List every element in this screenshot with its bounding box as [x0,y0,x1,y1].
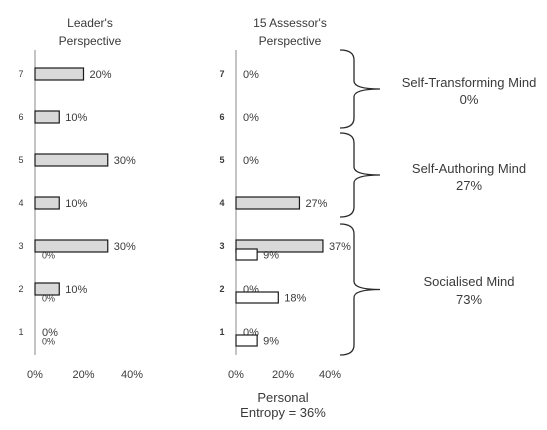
band-name-1: Self-Transforming Mind [402,75,537,90]
leader-data-label-level-3-s1: 30% [114,241,136,253]
assessor-x-tick-label: 20% [272,369,294,381]
leader-level-label-1: 1 [18,327,23,337]
band-percent-2: 27% [456,178,482,193]
assessor-data-label-level-4-s1: 27% [305,198,327,210]
assessor-data-label-level-5-s1: 0% [243,155,259,167]
leader-data-label-level-3-s2: 0% [42,251,55,261]
assessor-level-label-4: 4 [219,198,224,208]
footer-line-2: Entropy = 36% [240,405,326,420]
assessor-level-label-3: 3 [219,241,224,251]
assessor-x-tick-label: 40% [319,369,341,381]
leader-data-label-level-5-s1: 30% [114,155,136,167]
assessor-data-label-level-3-s1: 37% [329,241,351,253]
leader-bar-level-5-s1 [34,153,109,167]
band-name-2: Self-Authoring Mind [412,161,526,176]
assessor-title-line-2: Perspective [259,34,322,48]
leader-x-tick-label: 20% [72,369,94,381]
leader-title-line-2: Perspective [59,34,122,48]
assessor-data-label-level-3-s2: 9% [263,250,279,262]
assessor-bar-level-1-s2 [235,334,258,347]
assessor-title-line-1: 15 Assessor's [253,16,327,30]
leader-data-label-level-6-s1: 10% [65,112,87,124]
leader-bar-level-3-s1 [34,239,109,253]
assessor-data-label-level-7-s1: 0% [243,69,259,81]
leader-bar-level-6-s1 [34,110,60,124]
assessor-level-label-1: 1 [219,327,224,337]
leader-level-label-5: 5 [18,155,23,165]
leader-data-label-level-2-s1: 10% [65,284,87,296]
leader-level-label-4: 4 [18,198,23,208]
leader-data-label-level-2-s2: 0% [42,294,55,304]
leader-data-label-level-7-s1: 20% [90,69,112,81]
leader-data-label-level-4-s1: 10% [65,198,87,210]
band-name-3: Socialised Mind [423,274,514,289]
leader-data-label-level-1-s2: 0% [42,337,55,347]
assessor-data-label-level-6-s1: 0% [243,112,259,124]
assessor-level-label-6: 6 [219,112,224,122]
assessor-bar-level-2-s2 [235,291,279,304]
assessor-bar-level-4-s1 [235,196,301,210]
leader-x-tick-label: 40% [121,369,143,381]
assessor-level-label-5: 5 [219,155,224,165]
leader-bar-level-4-s1 [34,196,60,210]
leader-level-label-6: 6 [18,112,23,122]
assessor-level-label-7: 7 [219,69,224,79]
leader-level-label-2: 2 [18,284,23,294]
leader-title-line-1: Leader's [67,16,113,30]
leader-level-label-3: 3 [18,241,23,251]
leader-bar-level-2-s1 [34,282,60,296]
footer-line-1: Personal [257,390,308,405]
leader-level-label-7: 7 [18,69,23,79]
assessor-bar-level-3-s2 [235,248,258,261]
band-percent-3: 73% [456,292,482,307]
leader-bar-level-7-s1 [34,67,85,81]
leader-data-label-level-1-s1: 0% [42,327,58,339]
leader-x-tick-label: 0% [27,369,43,381]
brace-3 [339,223,381,356]
brace-2 [339,132,381,218]
assessor-data-label-level-2-s2: 18% [284,293,306,305]
assessor-x-tick-label: 0% [228,369,244,381]
brace-1 [339,49,381,129]
assessor-level-label-2: 2 [219,284,224,294]
band-percent-1: 0% [460,92,479,107]
assessor-data-label-level-1-s2: 9% [263,336,279,348]
